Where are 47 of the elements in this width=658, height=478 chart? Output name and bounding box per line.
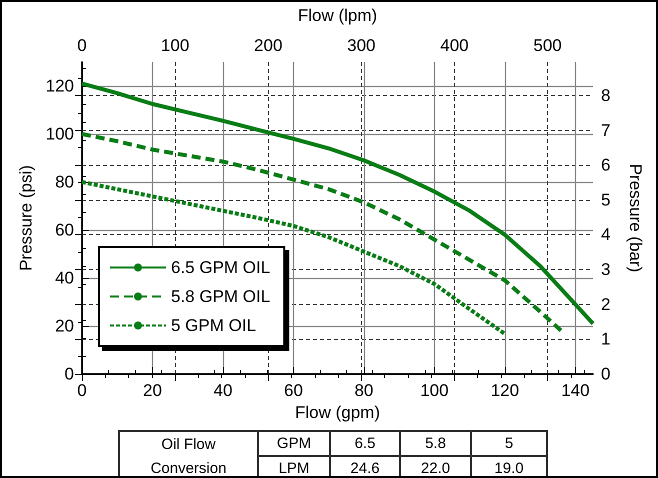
- text: LPM: [258, 456, 330, 478]
- x-tick-label: 120: [490, 381, 520, 400]
- y-tick-label: 80: [55, 172, 74, 192]
- x2-tick-label: 0: [77, 36, 87, 55]
- x-tick-label: 0: [77, 381, 87, 400]
- x-axis-title: Flow (gpm): [294, 402, 380, 422]
- y2-tick-label: 7: [601, 120, 610, 140]
- y2-axis-title: Pressure (bar): [626, 164, 645, 272]
- text: 6.5: [330, 431, 400, 456]
- y-tick-label: 20: [55, 316, 74, 336]
- x2-tick-label: 500: [533, 36, 562, 55]
- x-tick-label: 40: [214, 381, 232, 400]
- x2-tick-label: 400: [440, 36, 469, 55]
- legend-label: 5.8 GPM OIL: [171, 287, 270, 306]
- y2-tick-label: 3: [601, 260, 610, 280]
- x2-tick-label: 100: [160, 36, 190, 55]
- x2-tick-label: 200: [254, 36, 282, 55]
- text: 5: [471, 431, 547, 456]
- y-tick-label: 120: [46, 76, 74, 96]
- x-tick-label: 20: [143, 381, 162, 400]
- y2-tick-label: 0: [601, 364, 610, 384]
- text: Conversion: [119, 456, 258, 478]
- y-tick-label: 40: [55, 268, 74, 288]
- text: 22.0: [400, 456, 471, 478]
- y-tick-label: 0: [64, 364, 74, 384]
- text: Oil Flow: [119, 431, 258, 456]
- x-tick-label: 80: [354, 381, 374, 400]
- text: 24.6: [330, 456, 400, 478]
- x-tick-label: 60: [284, 381, 303, 400]
- text: GPM: [258, 431, 330, 456]
- y-tick-label: 60: [55, 220, 74, 240]
- y2-tick-label: 2: [601, 294, 610, 314]
- y-tick-label: 100: [46, 124, 74, 144]
- text: 19.0: [471, 456, 547, 478]
- y-axis-title: Pressure (psi): [16, 165, 36, 271]
- y2-tick-label: 6: [601, 156, 610, 175]
- x2-axis-title: Flow (lpm): [298, 6, 378, 25]
- y2-tick-label: 8: [601, 86, 610, 105]
- text: 5.8: [400, 431, 471, 456]
- y2-tick-label: 1: [601, 330, 610, 349]
- y2-tick-label: 4: [601, 225, 610, 244]
- legend-label: 6.5 GPM OIL: [171, 258, 270, 277]
- x-tick-label: 100: [420, 381, 449, 400]
- x2-tick-label: 300: [347, 36, 376, 55]
- x-tick-label: 140: [561, 381, 590, 400]
- legend-label: 5 GPM OIL: [171, 316, 256, 335]
- y2-tick-label: 5: [601, 190, 610, 210]
